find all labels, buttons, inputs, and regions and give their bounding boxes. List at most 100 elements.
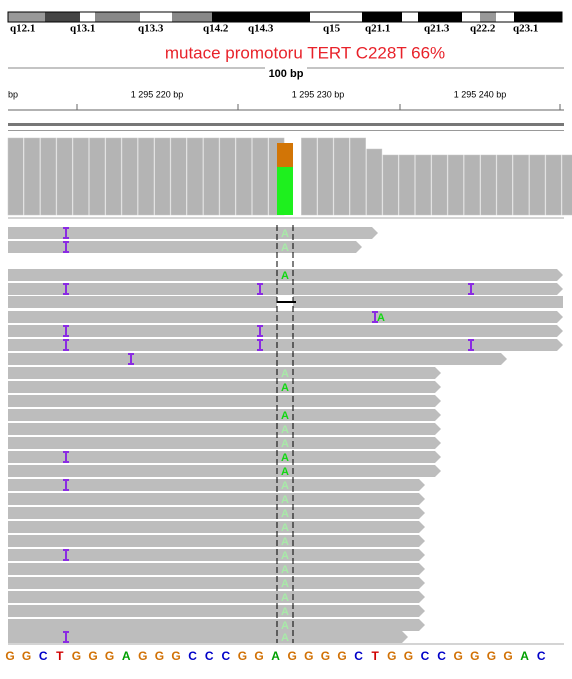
coverage-bar: [398, 154, 415, 216]
insertion-cap: [257, 349, 263, 351]
coverage-bar: [513, 154, 529, 216]
read: [8, 311, 563, 323]
reference-base: C: [188, 649, 197, 663]
insertion: [470, 284, 472, 294]
coverage-bar: [24, 137, 40, 216]
read: [8, 296, 277, 308]
insertion-cap: [257, 293, 263, 295]
cytoband: [172, 12, 212, 22]
read-base: A: [281, 438, 289, 450]
cytoband-label: q12.1: [10, 23, 35, 35]
insertion-cap: [63, 241, 69, 243]
insertion-cap: [63, 461, 69, 463]
read-base: A: [281, 382, 289, 394]
reference-base: G: [404, 649, 413, 663]
separator: [8, 123, 564, 126]
insertion: [65, 284, 67, 294]
coverage-bar: [431, 154, 448, 216]
coverage-bar: [464, 154, 480, 216]
read-base: A: [281, 452, 289, 464]
reference-base: G: [138, 649, 147, 663]
cytoband-label: q14.3: [248, 23, 274, 35]
insertion-cap: [63, 489, 69, 491]
cytoband-outline: [7, 11, 563, 23]
insertion-cap: [63, 549, 69, 551]
insertion: [65, 326, 67, 336]
scale-label: 100 bp: [269, 68, 304, 80]
cytoband: [212, 12, 310, 22]
insertion-cap: [63, 641, 69, 643]
ruler-label: 1 295 240 bp: [454, 89, 507, 99]
reference-base: C: [205, 649, 214, 663]
insertion-cap: [63, 349, 69, 351]
scale-bg: [265, 66, 307, 80]
insertion-cap: [63, 237, 69, 239]
insertion-cap: [63, 451, 69, 453]
insertion-cap: [468, 293, 474, 295]
reference-base: G: [304, 649, 313, 663]
read-base: A: [281, 228, 289, 240]
insertion: [259, 284, 261, 294]
coverage-bar: [545, 154, 562, 216]
read-base: A: [281, 564, 289, 576]
reference-base: C: [39, 649, 48, 663]
insertion-cap: [468, 339, 474, 341]
read-base: A: [281, 508, 289, 520]
coverage-bar: [170, 137, 187, 216]
read: [8, 325, 563, 337]
read: [8, 605, 425, 617]
read-base: A: [281, 620, 289, 632]
coverage-bar: [447, 154, 464, 216]
insertion: [130, 354, 132, 364]
coverage-bar: [89, 137, 106, 216]
cytoband: [362, 12, 402, 22]
insertion: [374, 312, 376, 322]
insertion-cap: [63, 325, 69, 327]
read-base: A: [281, 242, 289, 254]
insertion-cap: [63, 559, 69, 561]
insertion-cap: [63, 283, 69, 285]
coverage-bar: [72, 137, 89, 216]
insertion: [65, 242, 67, 252]
insertion-cap: [372, 321, 378, 323]
read: [8, 631, 408, 643]
reference-base: G: [470, 649, 479, 663]
cytoband: [418, 12, 462, 22]
reference-base: C: [421, 649, 430, 663]
insertion-cap: [257, 335, 263, 337]
read: [293, 296, 563, 308]
cytoband: [514, 12, 562, 22]
read: [8, 451, 441, 463]
cytoband: [140, 12, 172, 22]
insertion-cap: [63, 293, 69, 295]
reference-base: A: [122, 649, 131, 663]
read: [8, 283, 563, 295]
insertion: [470, 340, 472, 350]
reference-base: C: [537, 649, 546, 663]
read: [8, 619, 425, 631]
ruler-label: 1 295 220 bp: [131, 89, 184, 99]
cytoband-label: q13.1: [70, 23, 95, 35]
insertion: [259, 326, 261, 336]
read-base: A: [281, 424, 289, 436]
reference-base: G: [5, 649, 14, 663]
read: [8, 563, 425, 575]
separator: [8, 130, 564, 131]
coverage-bar: [235, 137, 252, 216]
coverage-bar: [154, 137, 171, 216]
read: [8, 507, 425, 519]
cytoband: [8, 12, 45, 22]
insertion-cap: [468, 283, 474, 285]
cytoband: [462, 12, 480, 22]
cytoband-label: q21.1: [365, 23, 390, 35]
ruler-label: bp: [8, 89, 18, 99]
coverage-ref: [277, 143, 293, 167]
reference-base: G: [321, 649, 330, 663]
cytoband-label: q22.2: [470, 23, 496, 35]
reference-base: G: [22, 649, 31, 663]
read: [8, 577, 425, 589]
read-base: A: [281, 522, 289, 534]
insertion-cap: [63, 335, 69, 337]
cytoband-label: q13.3: [138, 23, 164, 35]
